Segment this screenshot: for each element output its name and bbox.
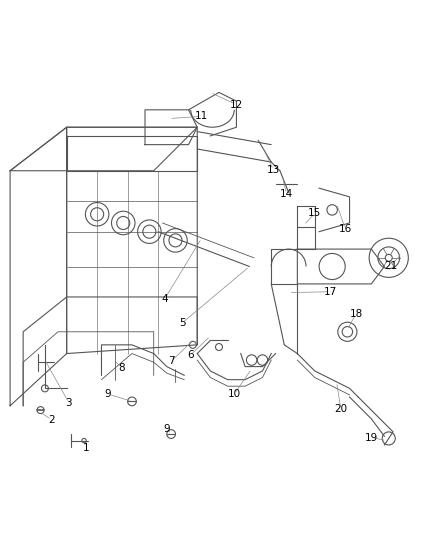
Text: 10: 10 — [228, 389, 241, 399]
Text: 6: 6 — [187, 350, 194, 360]
Text: 1: 1 — [83, 443, 89, 454]
Text: 11: 11 — [195, 111, 208, 122]
Text: 18: 18 — [350, 309, 363, 319]
Text: 2: 2 — [48, 415, 55, 425]
Text: 19: 19 — [365, 433, 378, 442]
Text: 5: 5 — [179, 318, 185, 328]
Text: 13: 13 — [267, 165, 280, 175]
Text: 7: 7 — [168, 357, 174, 366]
Text: 8: 8 — [118, 363, 124, 373]
Text: 4: 4 — [161, 294, 168, 304]
Text: 9: 9 — [163, 424, 170, 434]
Text: 12: 12 — [230, 100, 243, 110]
Text: 20: 20 — [334, 404, 347, 414]
Text: 16: 16 — [339, 224, 352, 233]
Text: 17: 17 — [323, 287, 337, 297]
Text: 3: 3 — [66, 398, 72, 408]
Text: 9: 9 — [105, 389, 111, 399]
Text: 21: 21 — [384, 261, 398, 271]
Text: 15: 15 — [308, 208, 321, 219]
Text: 14: 14 — [280, 189, 293, 199]
